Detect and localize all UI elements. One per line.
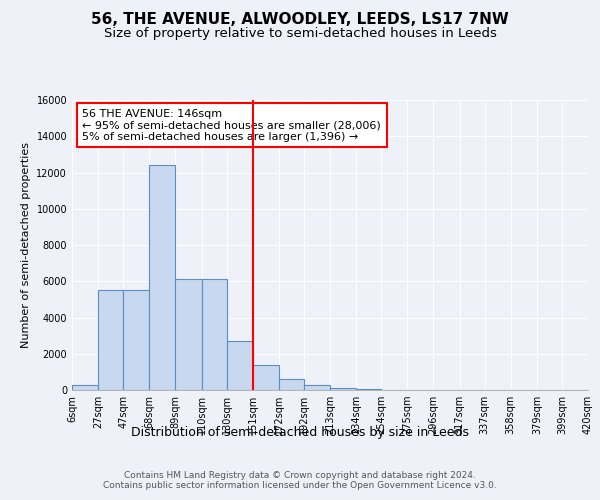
Bar (149, 166, 175, 390)
Bar (98, 290, 123, 390)
Bar (304, 386, 330, 390)
Text: Contains HM Land Registry data © Crown copyright and database right 2024.
Contai: Contains HM Land Registry data © Crown c… (103, 470, 497, 490)
Bar (123, 290, 149, 390)
Bar (175, 280, 202, 390)
Bar (202, 280, 227, 390)
Y-axis label: Number of semi-detached properties: Number of semi-detached properties (21, 142, 31, 348)
Bar (227, 341, 253, 390)
Text: Distribution of semi-detached houses by size in Leeds: Distribution of semi-detached houses by … (131, 426, 469, 439)
Bar (279, 379, 304, 390)
Text: 56, THE AVENUE, ALWOODLEY, LEEDS, LS17 7NW: 56, THE AVENUE, ALWOODLEY, LEEDS, LS17 7… (91, 12, 509, 28)
Text: 56 THE AVENUE: 146sqm
← 95% of semi-detached houses are smaller (28,006)
5% of s: 56 THE AVENUE: 146sqm ← 95% of semi-deta… (82, 108, 381, 142)
Text: Size of property relative to semi-detached houses in Leeds: Size of property relative to semi-detach… (104, 28, 496, 40)
Bar (72, 384, 98, 390)
Bar (253, 364, 279, 390)
Bar (330, 388, 356, 390)
Bar (356, 389, 381, 390)
